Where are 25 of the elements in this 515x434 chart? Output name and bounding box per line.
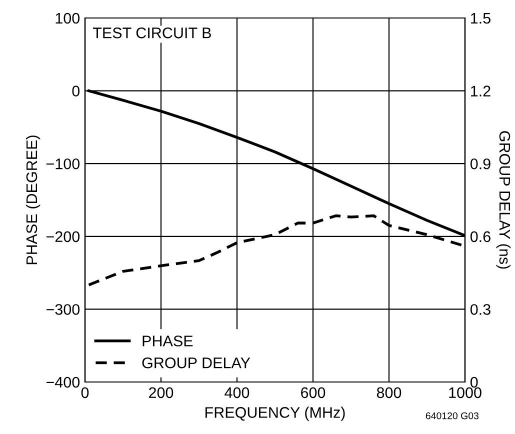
y-tick-label: 100	[56, 12, 80, 24]
y-tick-label: −300	[46, 304, 80, 315]
x-tick-label: 1000	[449, 387, 482, 398]
y2-axis-title: GROUP DELAY (ns)	[496, 131, 511, 269]
y-tick-label: −200	[46, 231, 80, 242]
x-tick-label: 600	[301, 387, 326, 398]
y2-tick-label: 1.2	[471, 86, 490, 96]
y-tick-label: −400	[46, 376, 80, 388]
y-tick-label: 0	[72, 86, 80, 96]
text: 640120 G03	[426, 412, 479, 420]
y2-tick-label: 0.3	[470, 304, 490, 315]
y2-tick-label: 0.9	[470, 158, 490, 170]
y2-tick-label: 1.5	[471, 13, 490, 24]
y2-tick-label: 0.6	[470, 231, 490, 242]
x-tick-label: 800	[376, 387, 402, 398]
x-axis-title: FREQUENCY (MHz)	[206, 406, 345, 421]
y-axis-title: PHASE (DEGREE)	[26, 136, 40, 264]
x-tick-label: 0	[81, 387, 89, 398]
y-tick-label: −100	[46, 158, 80, 170]
x-tick-label: 200	[149, 387, 174, 398]
legend-label: PHASE	[142, 336, 193, 346]
y2-tick-label: 0	[470, 376, 478, 388]
chart-title: TEST CIRCUIT B	[92, 28, 211, 38]
legend-label: GROUP DELAY	[142, 357, 250, 368]
x-tick-label: 400	[224, 387, 250, 398]
